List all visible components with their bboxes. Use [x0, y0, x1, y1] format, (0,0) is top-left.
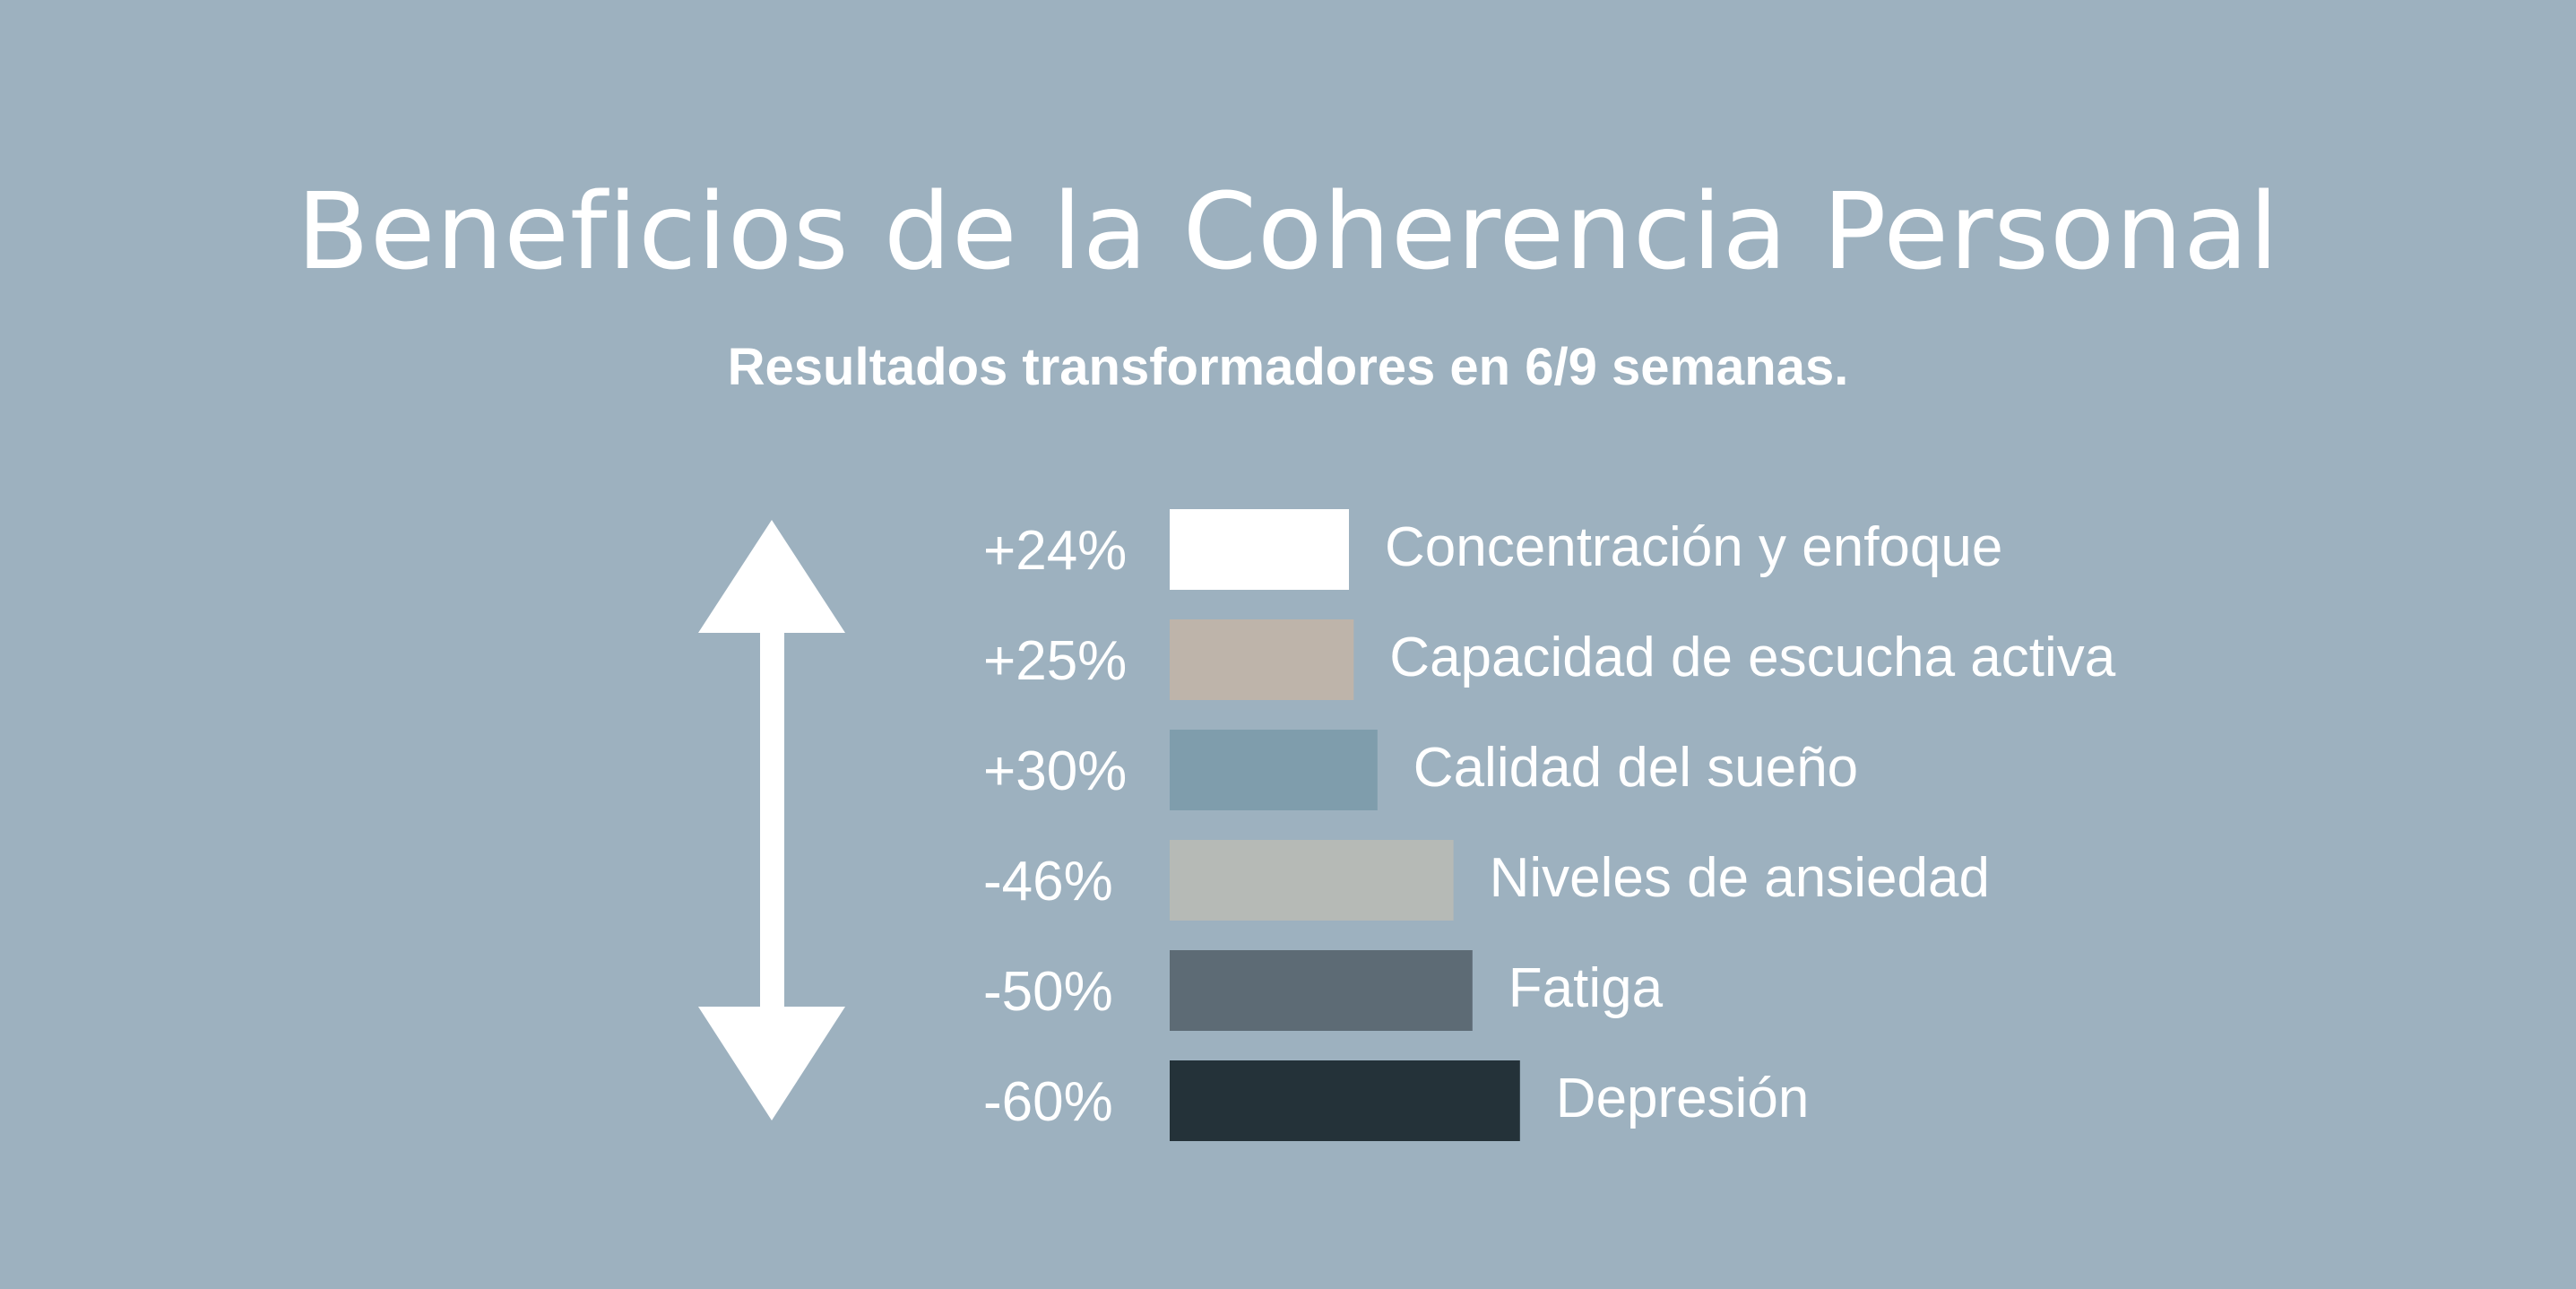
arrow-down-head	[698, 1007, 845, 1120]
double-arrow-icon	[698, 520, 845, 1120]
category-label: Capacidad de escucha activa	[1389, 627, 2115, 688]
value-label: -60%	[983, 1071, 1113, 1133]
arrow-up-head	[698, 520, 845, 633]
category-label: Depresión	[1556, 1068, 1810, 1129]
category-label: Fatiga	[1508, 957, 1664, 1019]
bar	[1170, 619, 1354, 700]
value-label: -50%	[983, 961, 1113, 1023]
bar	[1170, 840, 1454, 921]
value-label: -46%	[983, 851, 1113, 913]
page-title: Beneficios de la Coherencia Personal	[296, 169, 2280, 293]
bar	[1170, 509, 1349, 590]
value-label: +24%	[983, 520, 1127, 582]
bar	[1170, 1060, 1520, 1141]
bar	[1170, 730, 1378, 810]
category-label: Calidad del sueño	[1413, 737, 1858, 799]
arrow-shaft	[760, 627, 784, 1013]
bar	[1170, 950, 1473, 1031]
category-label: Concentración y enfoque	[1385, 516, 2002, 578]
value-label: +30%	[983, 740, 1127, 802]
value-label: +25%	[983, 630, 1127, 692]
category-label: Niveles de ansiedad	[1490, 847, 1990, 909]
page-subtitle: Resultados transformadores en 6/9 semana…	[727, 338, 1849, 396]
bars-layer: +24% Concentración y enfoque +25% Capacidad…	[983, 509, 2116, 1141]
